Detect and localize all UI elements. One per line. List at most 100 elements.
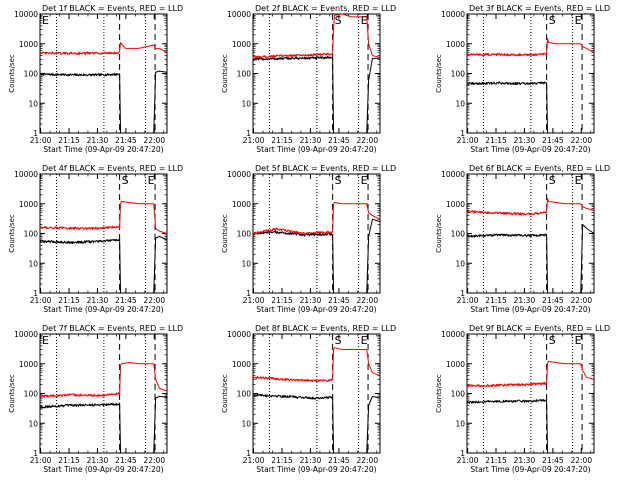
xtick-label: 22:00 <box>570 136 592 145</box>
ytick-label: 1000 <box>19 40 38 49</box>
xtick-label: 22:00 <box>356 296 378 305</box>
ytick-label: 1000 <box>446 40 465 49</box>
x-axis-label: Start Time (09-Apr-09 20:47:20) <box>470 465 590 474</box>
ytick-label: 1000 <box>19 200 38 209</box>
xtick-label: 21:15 <box>271 296 293 305</box>
series-line-events <box>39 235 168 294</box>
ytick-label: 100 <box>451 230 466 239</box>
series-line-events <box>466 399 594 454</box>
end-marker: E <box>361 334 368 347</box>
ytick-label: 1 <box>33 289 38 298</box>
start-marker: S <box>335 334 342 347</box>
xtick-label: 21:45 <box>115 296 137 305</box>
ytick-label: 10 <box>241 419 251 428</box>
ytick-label: 100 <box>237 390 252 399</box>
y-axis-label: Counts/sec <box>435 214 443 253</box>
end-marker: E <box>361 174 368 187</box>
ytick-label: 10000 <box>441 330 465 339</box>
ytick-label: 100 <box>237 230 252 239</box>
xtick-label: 21:00 <box>243 456 265 465</box>
series-line-events <box>252 393 381 454</box>
end-marker: E <box>575 334 582 347</box>
x-axis-label: Start Time (09-Apr-09 20:47:20) <box>470 305 590 314</box>
xtick-label: 22:00 <box>143 136 165 145</box>
xtick-label: 21:30 <box>87 456 109 465</box>
series-line-events <box>252 218 381 294</box>
ytick-label: 1000 <box>19 360 38 369</box>
ytick-label: 100 <box>24 230 39 239</box>
xtick-label: 21:30 <box>300 296 322 305</box>
ytick-label: 1000 <box>232 200 251 209</box>
y-axis-label: Counts/sec <box>8 214 16 253</box>
xtick-label: 21:00 <box>457 296 479 305</box>
series-line-events <box>39 395 168 454</box>
xtick-label: 21:00 <box>30 456 52 465</box>
chart-panel-9: Det 9f BLACK = Events, RED = LLD 1 10 100 10… <box>435 324 610 474</box>
start-marker: S <box>335 14 342 27</box>
ytick-label: 10 <box>28 99 38 108</box>
xtick-label: 21:45 <box>328 456 350 465</box>
xtick-label: 21:15 <box>58 136 80 145</box>
ytick-label: 1 <box>246 129 251 138</box>
chart-title: Det 8f BLACK = Events, RED = LLD <box>255 324 396 333</box>
y-axis-label: Counts/sec <box>221 214 229 253</box>
xtick-label: 21:30 <box>514 456 536 465</box>
plot-frame <box>252 333 381 454</box>
plot-frame <box>39 13 168 134</box>
xtick-label: 21:15 <box>485 296 507 305</box>
x-axis-label: Start Time (09-Apr-09 20:47:20) <box>256 465 376 474</box>
end-marker: E <box>148 174 155 187</box>
ytick-label: 10000 <box>441 170 465 179</box>
ytick-label: 10 <box>455 419 465 428</box>
xtick-label: 21:00 <box>30 296 52 305</box>
chart-title: Det 4f BLACK = Events, RED = LLD <box>42 164 183 173</box>
xtick-label: 21:00 <box>243 136 265 145</box>
chart-title: Det 1f BLACK = Events, RED = LLD <box>42 4 183 13</box>
x-axis-label: Start Time (09-Apr-09 20:47:20) <box>256 305 376 314</box>
y-axis-label: Counts/sec <box>221 374 229 413</box>
series-line-events <box>39 70 168 134</box>
ytick-label: 10000 <box>227 170 251 179</box>
ytick-label: 1 <box>460 289 465 298</box>
xtick-label: 21:00 <box>457 456 479 465</box>
x-axis-label: Start Time (09-Apr-09 20:47:20) <box>43 145 163 154</box>
series-line-lld <box>466 38 595 57</box>
ytick-label: 100 <box>237 70 252 79</box>
xtick-label: 21:15 <box>58 456 80 465</box>
xtick-label: 22:00 <box>356 136 378 145</box>
xtick-label: 21:30 <box>87 136 109 145</box>
y-axis-label: Counts/sec <box>8 54 16 93</box>
x-axis-label: Start Time (09-Apr-09 20:47:20) <box>43 465 163 474</box>
start-marker: S <box>549 334 556 347</box>
ytick-label: 10000 <box>14 10 38 19</box>
series-line-lld <box>252 202 381 236</box>
x-axis-label: Start Time (09-Apr-09 20:47:20) <box>43 305 163 314</box>
chart-title: Det 3f BLACK = Events, RED = LLD <box>469 4 610 13</box>
xtick-label: 22:00 <box>143 456 165 465</box>
ytick-label: 1000 <box>446 360 465 369</box>
start-marker: S <box>549 14 556 27</box>
series-line-events <box>466 224 595 294</box>
y-axis-label: Counts/sec <box>435 374 443 413</box>
ytick-label: 1000 <box>232 360 251 369</box>
ytick-label: 10000 <box>14 170 38 179</box>
series-line-lld <box>39 362 168 399</box>
series-line-lld <box>252 347 381 383</box>
y-axis-label: Counts/sec <box>8 374 16 413</box>
chart-panel-6: Det 6f BLACK = Events, RED = LLD 1 10 100 10… <box>435 164 610 314</box>
chart-title: Det 5f BLACK = Events, RED = LLD <box>255 164 396 173</box>
ytick-label: 10 <box>28 419 38 428</box>
start-marker: S <box>122 174 129 187</box>
ytick-label: 100 <box>24 70 39 79</box>
y-axis-label: Counts/sec <box>435 54 443 93</box>
plot-frame <box>252 13 381 134</box>
y-axis-label: Counts/sec <box>221 54 229 93</box>
ytick-label: 1 <box>33 129 38 138</box>
chart-panel-1: Det 1f BLACK = Events, RED = LLD 1 10 100 10… <box>8 4 183 154</box>
xtick-label: 21:30 <box>300 456 322 465</box>
xtick-label: 21:45 <box>542 136 564 145</box>
plot-frame <box>466 333 595 454</box>
ytick-label: 10 <box>241 259 251 268</box>
series-line-lld <box>466 198 595 216</box>
